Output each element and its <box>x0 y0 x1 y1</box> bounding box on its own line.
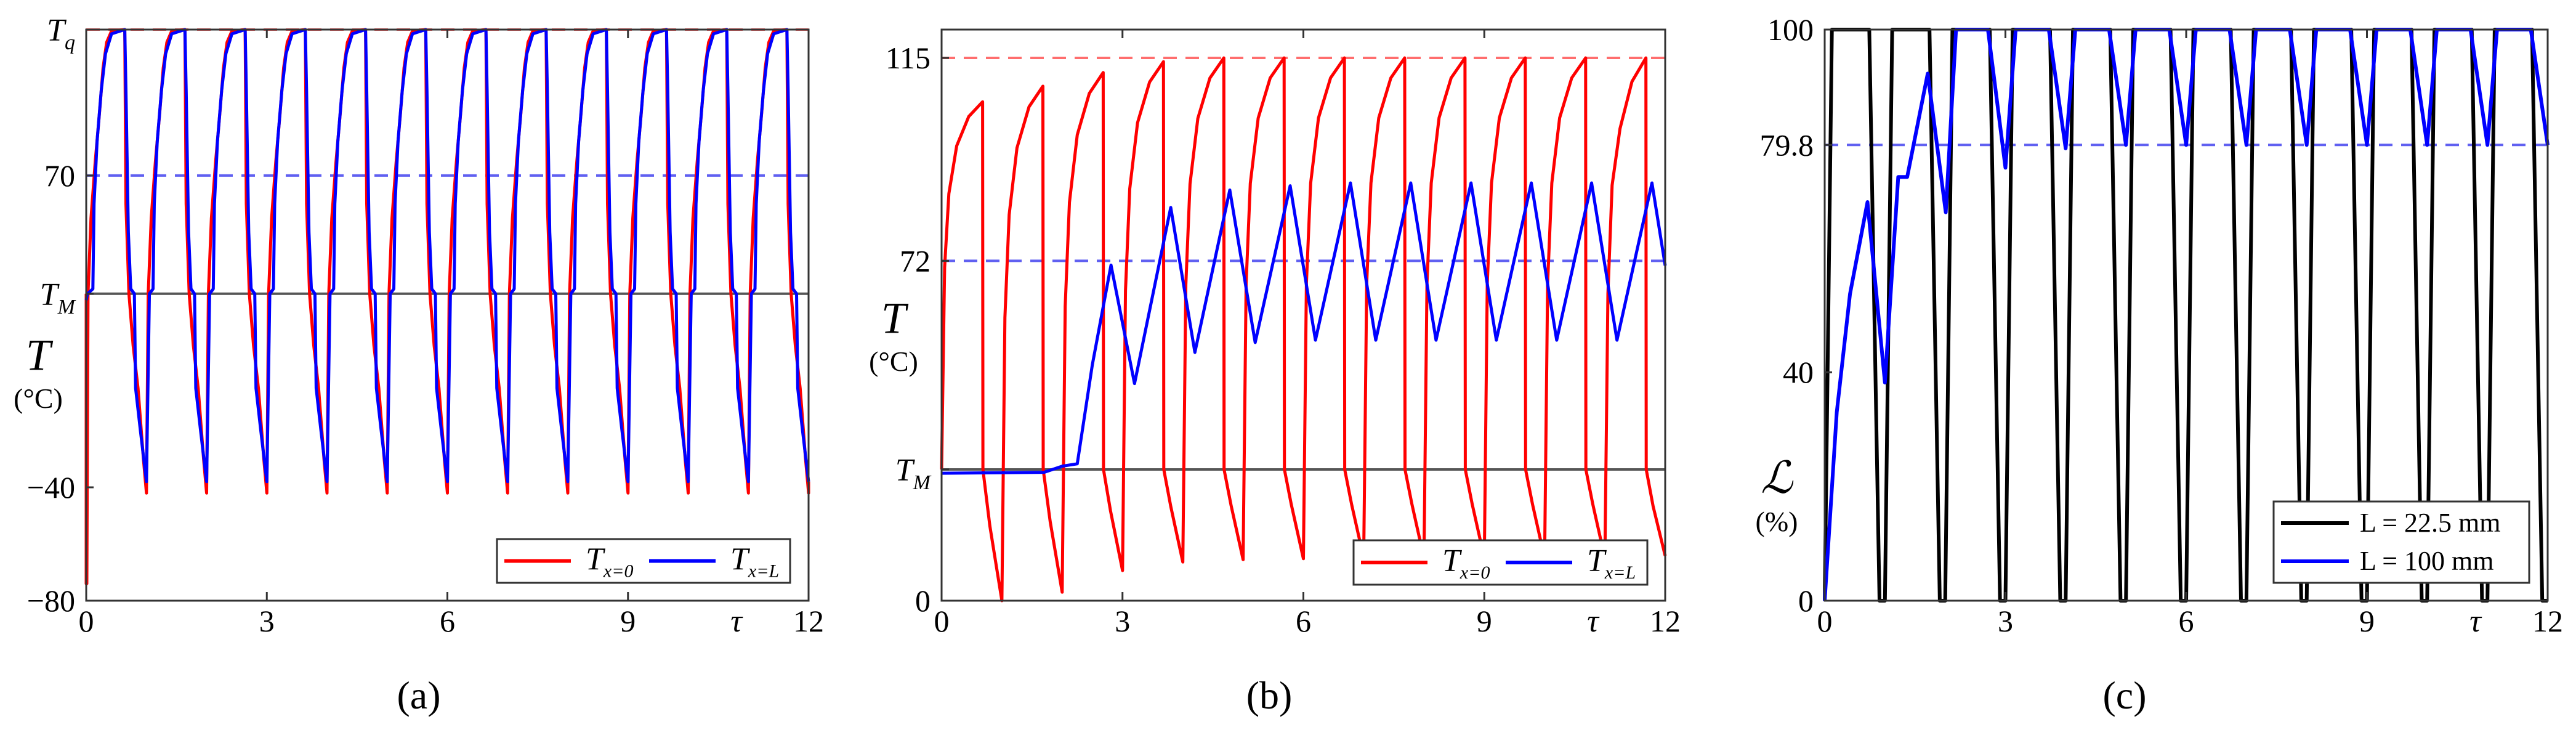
y-tick-label: Tq <box>47 13 75 54</box>
y-tick-label: 0 <box>915 583 931 618</box>
legend: Tx=0 Tx=L <box>496 538 791 584</box>
y-axis-unit: (°C) <box>14 383 63 414</box>
y-axis-label: T <box>881 293 909 343</box>
x-tick-label: 12 <box>1650 604 1681 638</box>
y-tick-label: TM <box>895 453 932 494</box>
x-tick-label: 12 <box>793 604 824 638</box>
x-tick-label: 6 <box>440 604 455 638</box>
series-group <box>940 56 1667 603</box>
legend-label: Tx=L <box>1587 543 1636 583</box>
y-axis-label: T <box>26 330 54 380</box>
x-tick-label: 12 <box>2532 604 2563 638</box>
y-tick-label: 100 <box>1767 12 1814 47</box>
y-tick-label: 0 <box>1798 583 1814 618</box>
x-tick-label: 6 <box>1296 604 1311 638</box>
legend-label: L = 100 mm <box>2360 546 2494 576</box>
x-tick-label: 0 <box>1817 604 1833 638</box>
legend-label: Tx=0 <box>1442 543 1490 583</box>
y-tick-label: 40 <box>1783 355 1814 389</box>
x-tick-label: 3 <box>259 604 275 638</box>
x-axis-label: τ <box>730 604 743 639</box>
x-tick-label: 6 <box>2179 604 2194 638</box>
y-tick-label: 79.8 <box>1760 128 1814 162</box>
y-tick-label: TM <box>40 277 76 319</box>
y-tick-label: 72 <box>900 243 931 278</box>
series-line <box>941 181 1667 475</box>
panel-a-label: (a) <box>397 673 440 717</box>
series-line <box>940 56 1667 603</box>
legend: Tx=0 Tx=L <box>1352 539 1649 586</box>
x-tick-label: 3 <box>1998 604 2013 638</box>
y-tick-label: 70 <box>44 158 75 193</box>
x-tick-label: 9 <box>1477 604 1492 638</box>
y-axis-label: ℒ <box>1761 453 1794 503</box>
x-axis-label: τ <box>1587 604 1600 639</box>
series-group <box>84 28 810 585</box>
panel-c-label: (c) <box>2102 673 2146 717</box>
legend: L = 22.5 mm L = 100 mm <box>2272 500 2530 584</box>
y-axis-unit: (%) <box>1756 506 1798 537</box>
legend-label: Tx=0 <box>586 542 633 582</box>
y-axis-unit: (°C) <box>869 346 918 377</box>
x-tick-label: 9 <box>620 604 636 638</box>
series-line <box>84 28 810 484</box>
panel-c-liquid-fraction-chart: 0 3 6 9 12 τ 0 40 79.8 100 ℒ(%) L = 22.5 mm L = 100 … <box>1756 12 2563 639</box>
x-tick-label: 9 <box>2359 604 2375 638</box>
y-tick-label: 115 <box>886 41 931 75</box>
x-tick-label: 0 <box>934 604 950 638</box>
x-tick-label: 0 <box>79 604 94 638</box>
y-tick-label: −80 <box>27 583 75 618</box>
y-tick-label: −40 <box>27 470 75 505</box>
legend-label: Tx=L <box>730 542 779 582</box>
x-tick-label: 3 <box>1115 604 1130 638</box>
panel-a-temperature-chart: 0 3 6 9 12 τ −80 −40 TM 70 Tq T(°C) Tx=0 Tx=L <box>14 13 824 639</box>
x-axis-label: τ <box>2469 604 2482 639</box>
panel-b-label: (b) <box>1246 673 1293 717</box>
panel-b-temperature-chart: 0 3 6 9 12 τ 0 TM 72 115 T(°C) Tx=0 Tx=L <box>869 28 1681 639</box>
legend-label: L = 22.5 mm <box>2360 508 2501 538</box>
